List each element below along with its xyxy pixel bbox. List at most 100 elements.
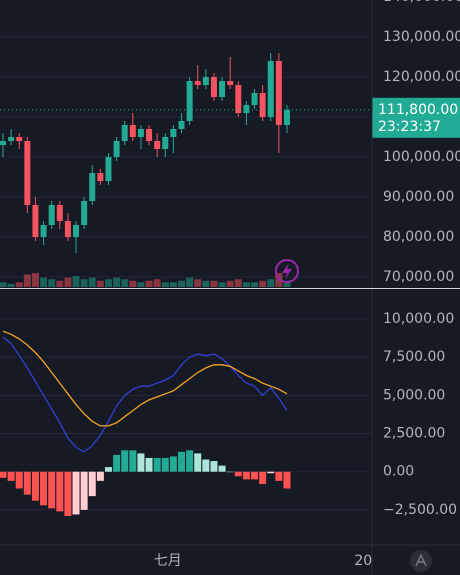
candle-body [267, 61, 274, 117]
volume-bar [88, 277, 96, 287]
y-tick-label: −2,500.00 [383, 502, 457, 518]
histogram-bar [161, 457, 169, 472]
y-tick-label: 100,000.00 [383, 149, 460, 165]
candle-body [137, 129, 144, 137]
candle-body [251, 93, 258, 105]
candle-body [210, 77, 217, 97]
volume-bar [234, 279, 242, 287]
volume-bar [113, 277, 121, 287]
candle-body [170, 129, 177, 137]
histogram-bar [194, 453, 202, 472]
candle-body [48, 205, 55, 225]
volume-bar [283, 280, 291, 287]
histogram-bar [96, 471, 104, 481]
volume-bar [48, 279, 56, 287]
histogram-bar [169, 456, 177, 472]
histogram-bar [275, 471, 283, 481]
alert-icon[interactable] [275, 259, 299, 283]
volume-bar [251, 282, 259, 287]
histogram-bar [113, 454, 121, 472]
histogram-bar [64, 471, 72, 516]
volume-bar [7, 283, 15, 287]
histogram-bar [40, 471, 48, 506]
x-tick-label: 七月 [154, 553, 182, 569]
histogram-bar [202, 459, 210, 472]
auto-scale-button[interactable] [410, 550, 432, 572]
candle-body [162, 137, 169, 149]
histogram-bar [242, 471, 250, 480]
auto-scale-circle[interactable] [410, 550, 432, 572]
y-tick-label: 80,000.00 [383, 229, 454, 245]
volume-bar [40, 277, 48, 287]
histogram-bar [104, 467, 112, 472]
candle-body [0, 141, 7, 145]
volume-bar [72, 276, 80, 287]
y-tick-label: 120,000.00 [383, 69, 460, 85]
y-tick-label: 140,000.00 [383, 0, 460, 5]
volume-bar [15, 282, 23, 287]
histogram-bar [145, 457, 153, 472]
candle-body [259, 93, 266, 117]
volume-bar [161, 282, 169, 287]
histogram-bar [0, 471, 7, 478]
histogram-bar [80, 471, 88, 510]
candle-body [40, 225, 47, 237]
histogram-bar [259, 471, 267, 484]
volume-bar [194, 279, 202, 287]
volume-bar [226, 280, 234, 287]
candle-body [129, 125, 136, 137]
candle-body [8, 137, 15, 141]
y-tick-label: 2,500.00 [383, 426, 445, 442]
alert-icon-ring[interactable] [275, 259, 299, 283]
y-tick-label: 10,000.00 [383, 311, 454, 327]
volume-bar [31, 273, 39, 287]
volume-bar [210, 280, 218, 287]
candle-body [32, 205, 39, 237]
volume-bar [202, 280, 210, 287]
candle-body [219, 81, 226, 97]
volume-bar [23, 274, 31, 287]
histogram-bar [226, 471, 234, 473]
volume-bar [104, 279, 112, 287]
candle-body [154, 141, 161, 149]
candle-body [64, 221, 71, 237]
candle-body [105, 157, 112, 181]
candle-body [81, 201, 88, 225]
candle-body [24, 141, 31, 205]
histogram-bar [137, 453, 145, 472]
volume-bar [137, 282, 145, 287]
volume-bar [218, 282, 226, 287]
y-tick-label: 5,000.00 [383, 387, 445, 403]
histogram-bar [251, 471, 259, 480]
auto-scale-glyph[interactable] [415, 553, 427, 567]
volume-bar [96, 280, 104, 287]
volume-bar [267, 279, 275, 287]
volume-bar [64, 277, 72, 287]
volume-bar [186, 277, 194, 287]
candle-body [178, 121, 185, 129]
candle-body [227, 81, 234, 85]
volume-bar [129, 280, 137, 287]
histogram-bar [153, 457, 161, 472]
histogram-bar [234, 471, 242, 477]
volume-bar [121, 279, 129, 287]
histogram-bar [88, 471, 96, 497]
last-price-box [372, 97, 460, 138]
alert-icon-bolt[interactable] [282, 263, 292, 279]
candle-body [235, 85, 242, 113]
histogram-bar [121, 450, 129, 472]
histogram-bar [56, 471, 64, 512]
histogram-bar [15, 471, 23, 489]
candle-body [194, 81, 201, 85]
histogram-bar [283, 471, 291, 489]
candle-body [202, 77, 209, 85]
histogram-bar [48, 471, 56, 509]
histogram-bar [177, 451, 185, 472]
volume-bar [56, 280, 64, 287]
y-tick-label: 90,000.00 [383, 189, 454, 205]
volume-bar [0, 282, 7, 287]
y-tick-label: 70,000.00 [383, 269, 454, 285]
volume-bar [242, 282, 250, 287]
histogram-bar [31, 471, 39, 501]
